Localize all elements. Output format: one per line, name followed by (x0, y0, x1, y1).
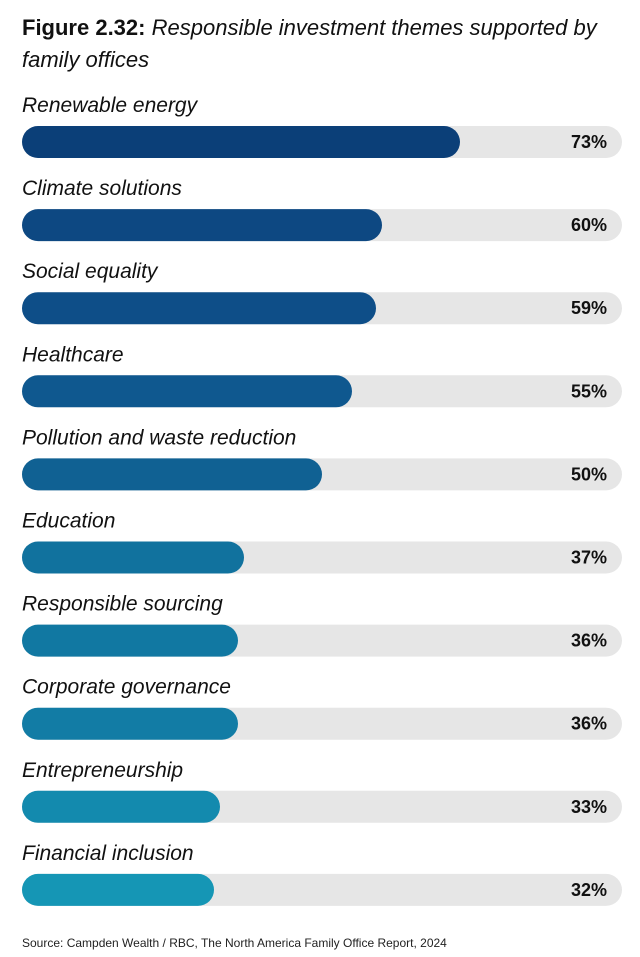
value-label: 50% (571, 464, 607, 484)
value-label: 37% (571, 548, 607, 568)
bar (22, 458, 322, 491)
figure-caption: Responsible investment themes supported … (22, 15, 597, 72)
value-label: 32% (571, 880, 607, 900)
category-label: Climate solutions (22, 177, 182, 200)
value-label: 60% (571, 215, 607, 235)
bar (22, 707, 238, 740)
bar (22, 624, 238, 657)
source-note: Source: Campden Wealth / RBC, The North … (22, 936, 447, 950)
category-label: Pollution and waste reduction (22, 426, 296, 449)
category-label: Renewable energy (22, 94, 199, 117)
category-label: Education (22, 510, 115, 533)
value-label: 36% (571, 714, 607, 734)
value-label: 33% (571, 797, 607, 817)
figure-number: Figure 2.32: (22, 15, 146, 40)
bar (22, 541, 244, 574)
category-label: Financial inclusion (22, 842, 194, 865)
category-label: Social equality (22, 260, 159, 283)
figure-title: Figure 2.32: Responsible investment them… (22, 12, 622, 76)
bar (22, 873, 214, 906)
value-label: 73% (571, 132, 607, 152)
category-label: Healthcare (22, 343, 124, 366)
bar (22, 209, 382, 242)
value-label: 59% (571, 298, 607, 318)
category-label: Responsible sourcing (22, 593, 223, 616)
bar (22, 790, 220, 823)
bar (22, 292, 376, 325)
value-label: 36% (571, 631, 607, 651)
bar (22, 375, 352, 408)
value-label: 55% (571, 381, 607, 401)
bar (22, 126, 460, 158)
category-label: Entrepreneurship (22, 759, 183, 782)
category-label: Corporate governance (22, 676, 231, 699)
